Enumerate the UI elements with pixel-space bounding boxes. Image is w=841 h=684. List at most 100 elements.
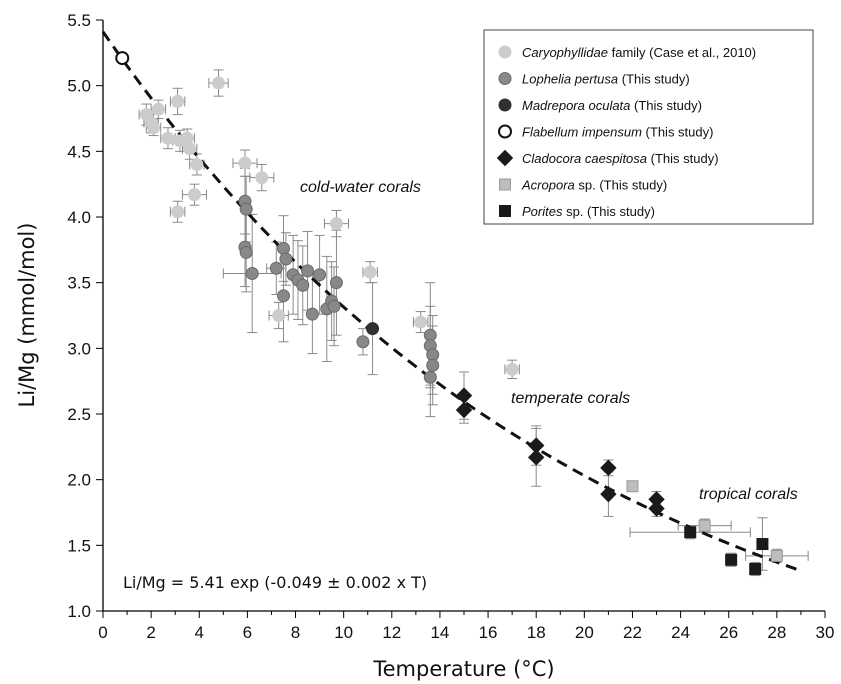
legend-label: Caryophyllidae family (Case et al., 2010…: [522, 45, 756, 60]
legend-label: Flabellum impensum (This study): [522, 125, 713, 140]
annotation-tropical-corals: tropical corals: [699, 486, 798, 503]
data-point: [171, 94, 185, 108]
x-tick-label: 8: [291, 623, 300, 642]
data-point: [527, 449, 545, 466]
data-point: [212, 76, 226, 90]
y-axis-title: Li/Mg (mmol/mol): [15, 223, 39, 408]
data-point: [329, 276, 343, 290]
data-point: [600, 485, 617, 503]
x-tick-label: 16: [479, 623, 498, 642]
annotation-temperate-corals: temperate corals: [511, 390, 630, 407]
legend-marker: [499, 205, 511, 217]
x-tick-label: 22: [623, 623, 642, 642]
x-tick-label: 30: [816, 623, 835, 642]
data-point: [239, 245, 253, 259]
x-tick-label: 2: [146, 623, 155, 642]
legend-marker: [498, 124, 512, 139]
data-point: [414, 315, 428, 329]
data-point: [147, 121, 161, 135]
data-point: [279, 252, 293, 266]
x-axis-title: Temperature (°C): [372, 657, 554, 681]
data-point: [698, 519, 711, 532]
data-point: [356, 335, 370, 349]
data-points-layer: [115, 51, 783, 575]
x-tick-label: 4: [195, 623, 204, 642]
data-point: [245, 266, 259, 280]
legend-label: Porites sp. (This study): [522, 204, 655, 219]
data-point: [684, 526, 697, 539]
y-tick-label: 4.5: [67, 142, 91, 161]
x-tick-label: 12: [382, 623, 401, 642]
x-tick-label: 20: [575, 623, 594, 642]
data-point: [626, 480, 639, 493]
data-point: [305, 307, 319, 321]
y-tick-label: 1.5: [67, 536, 91, 555]
data-point: [269, 261, 283, 275]
x-tick-label: 24: [671, 623, 690, 642]
y-tick-label: 3.0: [67, 339, 91, 358]
data-point: [423, 370, 437, 384]
data-point: [363, 265, 377, 279]
y-tick-label: 1.0: [67, 602, 91, 621]
fit-equation: Li/Mg = 5.41 exp (-0.049 ± 0.002 x T): [123, 573, 427, 592]
data-point: [171, 205, 185, 219]
annotation-cold-water-corals: cold-water corals: [300, 179, 421, 196]
data-point: [255, 171, 269, 185]
data-point: [161, 131, 175, 145]
data-point: [455, 387, 473, 404]
x-axis-ticks: 0 2 4 6 8 10 12 14 16 18 20 22 24 26 28 30: [98, 611, 834, 642]
data-point: [277, 289, 290, 303]
x-tick-label: 18: [527, 623, 546, 642]
legend-label: Lophelia pertusa (This study): [522, 72, 690, 87]
data-point: [277, 242, 290, 256]
data-point: [238, 156, 252, 170]
data-point: [770, 549, 783, 562]
legend-marker: [496, 149, 514, 167]
data-point: [239, 202, 253, 216]
data-point: [648, 500, 665, 517]
data-point: [180, 131, 194, 145]
data-point: [313, 268, 327, 282]
legend-label: Madrepora oculata (This study): [522, 98, 702, 113]
data-point: [329, 217, 343, 231]
legend-marker: [498, 72, 512, 85]
x-tick-label: 0: [98, 623, 107, 642]
y-tick-label: 3.5: [67, 274, 91, 293]
legend-marker: [499, 178, 511, 191]
y-tick-label: 5.5: [67, 11, 91, 30]
data-point: [505, 362, 519, 376]
x-tick-label: 26: [719, 623, 738, 642]
y-tick-label: 2.0: [67, 471, 91, 490]
x-tick-label: 6: [243, 623, 252, 642]
legend-label: Cladocora caespitosa (This study): [522, 151, 719, 166]
exponential-fit-line: [101, 30, 802, 573]
legend-label: Acropora sp. (This study): [521, 178, 667, 193]
data-point: [151, 102, 165, 116]
legend-marker: [498, 45, 512, 59]
x-tick-label: 10: [334, 623, 353, 642]
data-point: [366, 322, 380, 336]
y-tick-label: 5.0: [67, 77, 91, 96]
data-point: [327, 299, 341, 313]
data-point: [725, 553, 738, 566]
data-point: [301, 264, 315, 278]
data-point: [272, 309, 286, 322]
data-point: [296, 278, 310, 292]
x-tick-label: 14: [430, 623, 449, 642]
data-point: [756, 538, 769, 551]
data-point: [187, 188, 201, 202]
legend-box: [483, 29, 814, 225]
data-point: [455, 401, 473, 419]
legend-marker: [498, 98, 512, 112]
y-axis-ticks: 1.0 1.5 2.0 2.5 3.0 3.5 4.0 4.5 5.0 5.5: [67, 11, 103, 621]
data-point: [600, 459, 617, 477]
legend: Caryophyllidae family (Case et al., 2010…: [483, 29, 814, 225]
data-point: [426, 358, 440, 372]
data-point: [749, 562, 762, 575]
y-tick-label: 2.5: [67, 405, 91, 424]
data-point: [115, 51, 130, 66]
x-tick-label: 28: [767, 623, 786, 642]
y-tick-label: 4.0: [67, 208, 91, 227]
data-point: [183, 142, 197, 156]
